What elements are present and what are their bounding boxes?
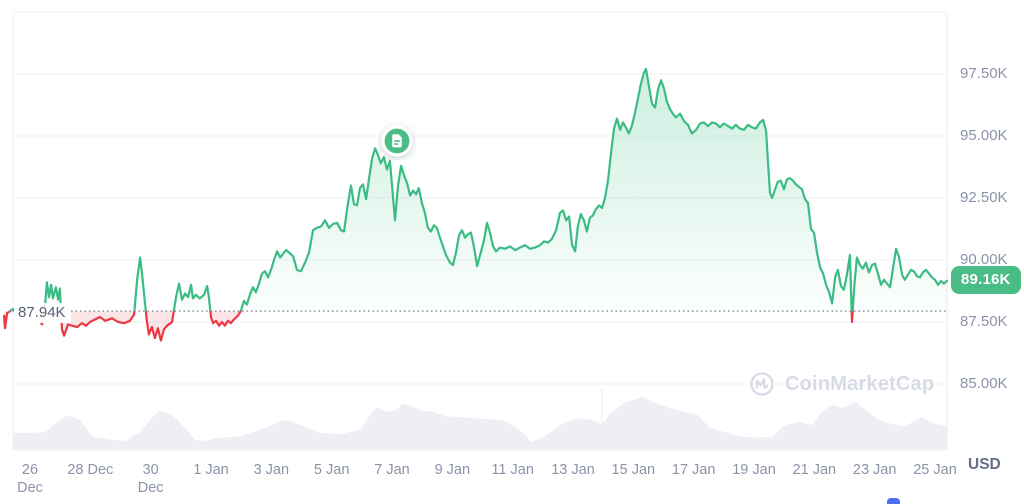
current-price-badge: 89.16K xyxy=(951,266,1021,294)
currency-label: USD xyxy=(968,456,1001,473)
y-axis-label: 87.50K xyxy=(960,313,1008,330)
x-axis-label: 9 Jan xyxy=(434,462,471,478)
news-document-icon xyxy=(381,125,413,157)
x-axis-label: 21 Jan xyxy=(792,462,837,478)
x-axis-label: 15 Jan xyxy=(611,462,656,478)
y-axis-label: 97.50K xyxy=(960,65,1008,82)
x-axis-label: 19 Jan xyxy=(732,462,776,478)
x-axis-label: 25 Jan xyxy=(913,462,957,478)
y-axis-label: 90.00K xyxy=(960,251,1008,268)
x-axis-label: 30 Dec xyxy=(137,462,164,496)
y-axis-label: 95.00K xyxy=(960,127,1008,144)
cut-off-element xyxy=(887,498,900,504)
coinmarketcap-logo-icon xyxy=(750,372,774,396)
x-axis-label: 28 Dec xyxy=(67,462,114,478)
x-axis-label: 1 Jan xyxy=(193,462,229,478)
x-axis-label: 26 Dec xyxy=(17,462,43,496)
x-axis-label: 11 Jan xyxy=(491,462,534,478)
x-axis-label: 13 Jan xyxy=(551,462,595,478)
news-event-marker[interactable] xyxy=(378,122,416,160)
y-axis-label: 85.00K xyxy=(960,375,1008,392)
x-axis-label: 23 Jan xyxy=(852,462,897,478)
x-axis-label: 17 Jan xyxy=(671,462,716,478)
x-axis-label: 7 Jan xyxy=(374,462,410,478)
y-axis-label: 92.50K xyxy=(960,189,1008,206)
coinmarketcap-watermark: CoinMarketCap xyxy=(748,370,934,398)
watermark-text: CoinMarketCap xyxy=(785,372,935,395)
x-axis-label: 5 Jan xyxy=(313,462,350,478)
x-axis-label: 3 Jan xyxy=(253,462,290,478)
baseline-price-label: 87.94K xyxy=(14,303,71,323)
